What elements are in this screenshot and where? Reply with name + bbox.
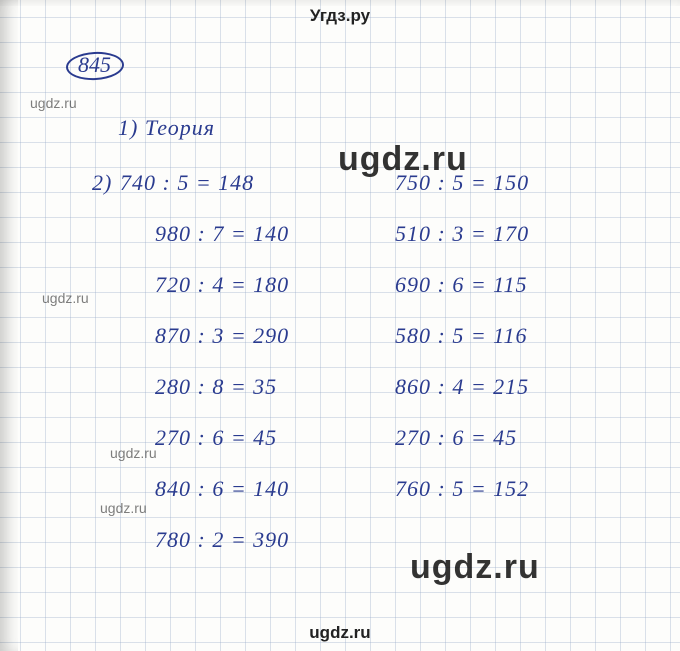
eq-right-2: 690 : 6 = 115 — [395, 272, 528, 298]
big-watermark-2: ugdz.ru — [410, 548, 540, 587]
eq-left-2: 720 : 4 = 180 — [155, 272, 289, 298]
eq-left-3: 870 : 3 = 290 — [155, 323, 289, 349]
eq-right-5: 270 : 6 = 45 — [395, 425, 517, 451]
eq-right-3: 580 : 5 = 116 — [395, 323, 528, 349]
watermark-1: ugdz.ru — [30, 95, 77, 111]
eq-left-0: 740 : 5 = 148 — [120, 170, 254, 196]
eq-right-0: 750 : 5 = 150 — [395, 170, 529, 196]
eq-left-5: 270 : 6 = 45 — [155, 425, 277, 451]
grid-background — [0, 0, 680, 651]
eq-right-6: 760 : 5 = 152 — [395, 476, 529, 502]
watermark-2: ugdz.ru — [42, 290, 89, 306]
eq-left-4: 280 : 8 = 35 — [155, 374, 277, 400]
eq-left-7: 780 : 2 = 390 — [155, 527, 289, 553]
watermark-3: ugdz.ru — [110, 445, 157, 461]
eq-right-1: 510 : 3 = 170 — [395, 221, 529, 247]
line-2-label: 2) — [92, 170, 112, 196]
eq-left-6: 840 : 6 = 140 — [155, 476, 289, 502]
watermark-4: ugdz.ru — [100, 500, 147, 516]
paper-edge-left — [0, 0, 18, 651]
page-header: Угдз.ру — [0, 6, 680, 26]
eq-left-1: 980 : 7 = 140 — [155, 221, 289, 247]
problem-number: 845 — [78, 52, 111, 78]
eq-right-4: 860 : 4 = 215 — [395, 374, 529, 400]
line-1-theory: 1) Теория — [118, 115, 215, 141]
page-footer: ugdz.ru — [0, 623, 680, 643]
